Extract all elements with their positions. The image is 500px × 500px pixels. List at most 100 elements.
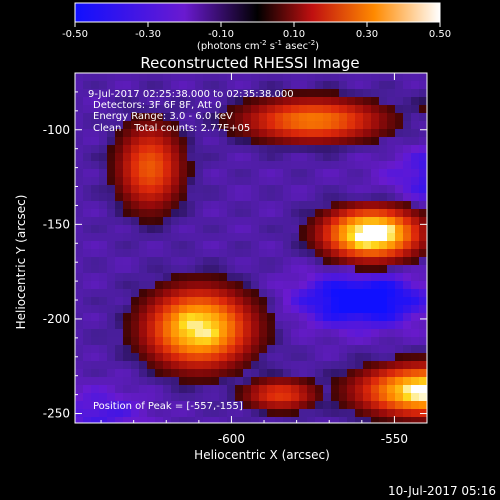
heatmap-cell	[315, 217, 323, 225]
heatmap-cell	[291, 369, 299, 377]
heatmap-cell	[91, 201, 99, 209]
heatmap-cell	[387, 209, 395, 217]
heatmap-cell	[147, 297, 155, 305]
heatmap-cell	[315, 305, 323, 313]
heatmap-cell	[243, 241, 251, 249]
heatmap-cell	[235, 353, 243, 361]
heatmap-cell	[179, 233, 187, 241]
heatmap-cell	[187, 185, 195, 193]
heatmap-cell	[307, 193, 315, 201]
heatmap-cell	[403, 273, 411, 281]
heatmap-cell	[387, 289, 395, 297]
heatmap-cell	[115, 81, 123, 89]
heatmap-cell	[139, 345, 147, 353]
heatmap-cell	[395, 393, 403, 401]
heatmap-cell	[131, 129, 139, 137]
heatmap-cell	[323, 209, 331, 217]
heatmap-cell	[123, 377, 131, 385]
heatmap-cell	[307, 185, 315, 193]
heatmap-cell	[139, 361, 147, 369]
heatmap-cell	[283, 153, 291, 161]
heatmap-cell	[339, 257, 347, 265]
heatmap-cell	[195, 297, 203, 305]
heatmap-cell	[315, 377, 323, 385]
heatmap-cell	[187, 161, 195, 169]
heatmap-cell	[347, 249, 355, 257]
heatmap-cell	[131, 249, 139, 257]
heatmap-cell	[187, 289, 195, 297]
heatmap-cell	[323, 89, 331, 97]
heatmap-cell	[131, 113, 139, 121]
heatmap-cell	[339, 305, 347, 313]
heatmap-cell	[123, 145, 131, 153]
heatmap-cell	[179, 321, 187, 329]
heatmap-cell	[203, 185, 211, 193]
heatmap-cell	[187, 153, 195, 161]
heatmap-cell	[139, 217, 147, 225]
heatmap-cell	[387, 233, 395, 241]
heatmap-cell	[179, 289, 187, 297]
heatmap-cell	[315, 225, 323, 233]
heatmap-cell	[147, 81, 155, 89]
heatmap-cell	[403, 225, 411, 233]
heatmap-cell	[339, 201, 347, 209]
heatmap-cell	[315, 401, 323, 409]
heatmap-cell	[203, 193, 211, 201]
heatmap-cell	[219, 377, 227, 385]
heatmap-cell	[203, 377, 211, 385]
heatmap-cell	[243, 73, 251, 81]
heatmap-cell	[275, 401, 283, 409]
heatmap-cell	[299, 169, 307, 177]
heatmap-cell	[371, 129, 379, 137]
heatmap-cell	[227, 89, 235, 97]
heatmap-cell	[107, 105, 115, 113]
heatmap-cell	[227, 105, 235, 113]
y-tick-label: -100	[43, 123, 70, 137]
heatmap-cell	[387, 193, 395, 201]
heatmap-cell	[403, 417, 411, 423]
heatmap-cell	[315, 97, 323, 105]
heatmap-cell	[187, 113, 195, 121]
heatmap-cell	[355, 401, 363, 409]
heatmap-cell	[259, 145, 267, 153]
heatmap-cell	[395, 177, 403, 185]
heatmap-cell	[355, 217, 363, 225]
heatmap-cell	[147, 353, 155, 361]
heatmap-cell	[131, 409, 139, 417]
heatmap-cell	[107, 137, 115, 145]
heatmap-cell	[267, 361, 275, 369]
heatmap-cell	[227, 193, 235, 201]
heatmap-cell	[131, 385, 139, 393]
heatmap-cell	[147, 185, 155, 193]
heatmap-cell	[331, 193, 339, 201]
heatmap-cell	[131, 345, 139, 353]
heatmap-cell	[163, 201, 171, 209]
heatmap-cell	[251, 161, 259, 169]
heatmap-cell	[115, 129, 123, 137]
heatmap-cell	[251, 329, 259, 337]
heatmap-cell	[107, 209, 115, 217]
heatmap-cell	[171, 73, 179, 81]
heatmap-cell	[155, 369, 163, 377]
colorbar-tick-label: 0.30	[356, 29, 378, 40]
heatmap-cell	[395, 225, 403, 233]
heatmap-cell	[419, 81, 427, 89]
heatmap-cell	[155, 289, 163, 297]
heatmap-cell	[131, 305, 139, 313]
heatmap-cell	[171, 417, 179, 423]
heatmap-cell	[403, 241, 411, 249]
heatmap-cell	[371, 193, 379, 201]
heatmap-cell	[147, 209, 155, 217]
heatmap-cell	[83, 137, 91, 145]
heatmap-cell	[379, 81, 387, 89]
heatmap-cell	[107, 121, 115, 129]
heatmap-cell	[115, 361, 123, 369]
heatmap-cell	[395, 185, 403, 193]
heatmap-cell	[323, 161, 331, 169]
heatmap-cell	[307, 313, 315, 321]
heatmap-cell	[323, 241, 331, 249]
heatmap-cell	[75, 249, 83, 257]
heatmap-cell	[91, 153, 99, 161]
heatmap-cell	[123, 129, 131, 137]
heatmap-cell	[123, 393, 131, 401]
